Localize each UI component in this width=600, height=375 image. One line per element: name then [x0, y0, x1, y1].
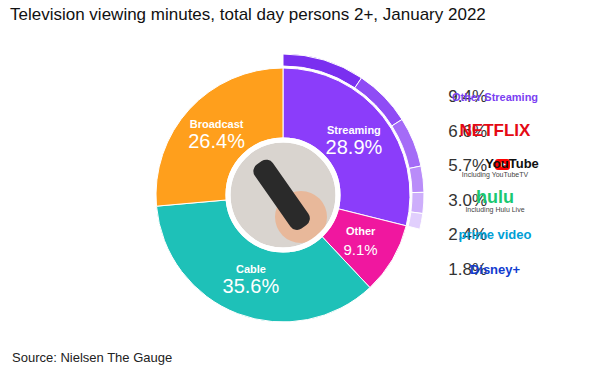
svg-text:5.7%: 5.7%: [448, 156, 487, 175]
svg-text:9.1%: 9.1%: [344, 241, 378, 258]
svg-text:YouTube: YouTube: [485, 156, 539, 171]
svg-text:9.4%: 9.4%: [448, 87, 487, 106]
svg-text:Cable: Cable: [236, 263, 266, 275]
html-text:Television viewing minutes, to: Television viewing minutes, total day pe…: [10, 5, 486, 24]
svg-text:1.8%: 1.8%: [448, 259, 487, 279]
svg-text:28.9%: 28.9%: [326, 136, 383, 158]
svg-text:Disney+: Disney+: [470, 262, 521, 277]
svg-text:Broadcast: Broadcast: [190, 118, 244, 130]
svg-text:26.4%: 26.4%: [188, 130, 245, 152]
svg-text:Including Hulu Live: Including Hulu Live: [465, 206, 524, 214]
svg-text:prime video: prime video: [459, 227, 532, 242]
svg-text:Other: Other: [346, 225, 376, 237]
svg-text:35.6%: 35.6%: [223, 275, 280, 297]
svg-text:Streaming: Streaming: [327, 124, 381, 136]
svg-text:NETFLIX: NETFLIX: [460, 121, 531, 140]
html-text:Source: Nielsen The Gauge: Source: Nielsen The Gauge: [12, 350, 173, 365]
svg-text:Including YouTubeTV: Including YouTubeTV: [462, 171, 529, 179]
svg-text:Other Streaming: Other Streaming: [452, 91, 538, 103]
svg-text:hulu: hulu: [476, 187, 514, 207]
